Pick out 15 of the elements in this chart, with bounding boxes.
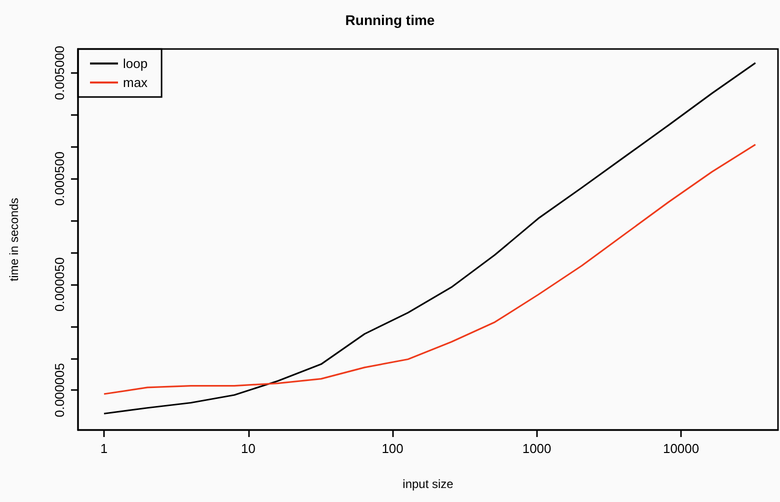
x-axis-title: input size — [402, 477, 454, 491]
x-tick-label: 100 — [382, 441, 404, 456]
y-tick-label: 0.005000 — [52, 46, 67, 100]
chart-title: Running time — [345, 12, 435, 28]
legend-label: loop — [123, 56, 148, 71]
x-tick-label: 1000 — [522, 441, 552, 456]
y-tick-label: 0.000005 — [52, 363, 67, 418]
y-tick-label: 0.000500 — [52, 151, 67, 206]
legend-label: max — [123, 75, 148, 90]
y-tick-label: 0.000050 — [52, 257, 67, 312]
x-tick-label: 10000 — [662, 441, 700, 456]
y-axis-title: time in seconds — [7, 198, 21, 282]
line-series — [103, 144, 756, 395]
x-tick-label: 1 — [100, 441, 108, 456]
x-tick-label: 10 — [241, 441, 256, 456]
